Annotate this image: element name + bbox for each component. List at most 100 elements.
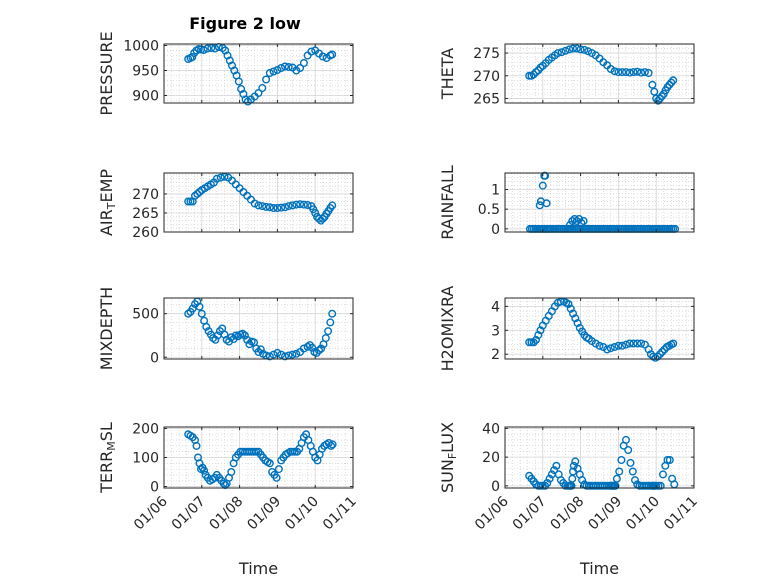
data-point	[243, 335, 252, 344]
data-point	[296, 63, 305, 72]
y-tick-label: 20	[482, 450, 500, 466]
data-points	[184, 430, 337, 490]
data-point	[272, 473, 281, 482]
y-tick-label: 0	[150, 480, 159, 496]
data-point	[324, 327, 333, 336]
data-points	[525, 297, 678, 362]
data-point	[534, 331, 543, 340]
data-point	[618, 341, 627, 350]
data-point	[328, 201, 337, 210]
x-tick-label: 01/07	[169, 494, 209, 534]
data-point	[202, 322, 211, 331]
panel-mixdepth: 0 500 MIXDEPTH	[97, 287, 354, 370]
data-point	[656, 350, 665, 359]
data-point	[219, 479, 228, 488]
data-point	[618, 68, 627, 77]
data-point	[200, 466, 209, 475]
data-point	[328, 50, 337, 59]
y-axis-label: SUNFLUX	[438, 422, 459, 493]
data-point	[195, 302, 204, 311]
y-tick-label: 0	[150, 350, 159, 366]
data-point	[550, 466, 559, 475]
data-point	[572, 44, 581, 53]
data-point	[281, 62, 290, 71]
data-point	[628, 467, 637, 476]
data-point	[543, 479, 552, 488]
data-point	[281, 203, 290, 212]
data-point	[262, 75, 271, 84]
data-point	[277, 203, 286, 212]
data-point	[265, 352, 274, 361]
data-point	[610, 343, 619, 352]
x-tick-label: 01/06	[472, 493, 512, 533]
data-point	[657, 92, 666, 101]
data-point	[281, 352, 290, 361]
data-point	[553, 49, 562, 58]
data-point	[640, 68, 649, 77]
data-point	[665, 456, 674, 465]
y-axis-label: MIXDEPTH	[97, 287, 116, 370]
y-axis-label: PRESSURE	[97, 31, 116, 115]
data-point	[577, 218, 586, 227]
data-point	[307, 47, 316, 56]
axes-box	[163, 43, 354, 104]
data-point	[663, 456, 672, 465]
data-point	[328, 440, 337, 449]
y-tick-label: 0	[491, 222, 500, 238]
data-point	[211, 335, 220, 344]
axes-box	[163, 297, 354, 360]
data-points	[525, 171, 680, 233]
panel-pressure: 900 950 1000 PRESSURE	[97, 31, 354, 116]
data-point	[274, 465, 283, 474]
axes-box	[504, 172, 695, 233]
data-point	[622, 340, 631, 349]
data-point	[606, 344, 615, 353]
data-point	[216, 173, 225, 182]
data-point	[578, 476, 587, 485]
y-tick-label: 4	[491, 299, 500, 315]
x-tick-label: 01/09	[585, 494, 625, 534]
data-point	[296, 200, 305, 209]
x-tick-label: 01/08	[207, 494, 247, 534]
data-point	[622, 68, 631, 77]
data-point	[265, 459, 274, 468]
data-point	[262, 202, 271, 211]
data-point	[565, 45, 574, 54]
x-tick-label: 01/11	[320, 494, 360, 534]
data-point	[254, 88, 263, 97]
data-point	[303, 200, 312, 209]
y-axis-label: RAINFALL	[438, 165, 457, 240]
data-point	[234, 77, 243, 86]
data-points	[184, 172, 337, 225]
data-point	[250, 199, 259, 208]
y-tick-label: 265	[473, 91, 500, 107]
data-point	[288, 201, 297, 210]
y-axis-label: H2OMIXRA	[438, 286, 457, 372]
y-axis-label: AIRTEMP	[97, 169, 118, 236]
data-point	[311, 208, 320, 217]
y-tick-label: 950	[132, 64, 159, 80]
data-point	[525, 71, 534, 80]
x-axis-label: Time	[238, 559, 278, 578]
data-point	[536, 481, 545, 490]
y-tick-label: 1000	[123, 39, 159, 55]
data-points	[184, 43, 337, 106]
data-point	[321, 334, 330, 343]
data-point	[184, 197, 193, 206]
data-point	[292, 200, 301, 209]
y-tick-label: 200	[132, 421, 159, 437]
data-point	[309, 205, 318, 214]
panel-sun-flux: 0 20 40 SUNFLUX 01/0601/0701/0801/0901/1001/…	[438, 421, 701, 578]
data-point	[629, 68, 638, 77]
data-point	[240, 331, 249, 340]
data-point	[273, 203, 282, 212]
data-point	[529, 338, 538, 347]
data-point	[580, 45, 589, 54]
data-point	[570, 214, 579, 223]
data-point	[269, 203, 278, 212]
x-tick-label: 01/08	[548, 494, 588, 534]
data-point	[603, 345, 612, 354]
y-tick-label: 1	[491, 183, 500, 199]
data-point	[612, 474, 621, 483]
x-tick-label: 01/11	[661, 494, 701, 534]
